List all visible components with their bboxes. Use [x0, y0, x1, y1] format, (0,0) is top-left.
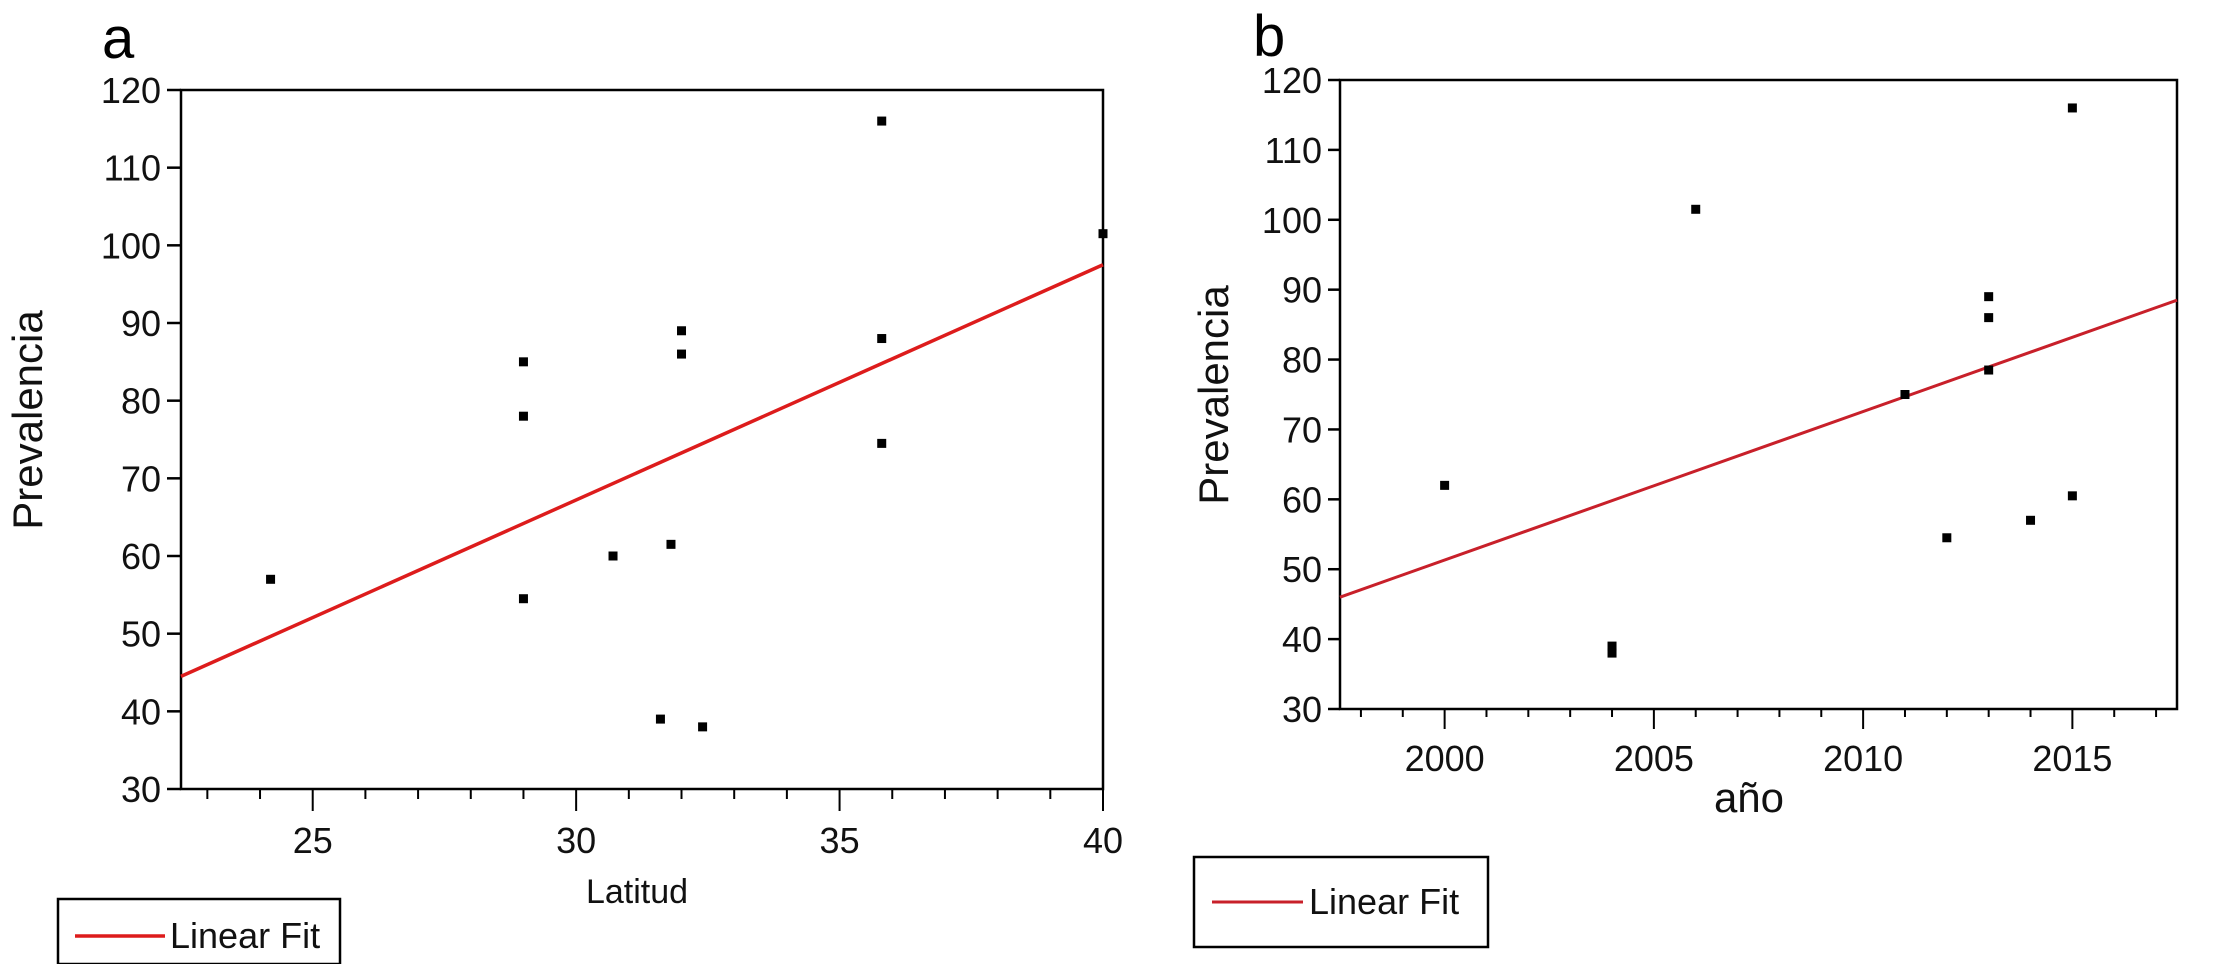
panel-a-data-point — [877, 334, 887, 344]
panel-b-legend-label: Linear Fit — [1309, 881, 1459, 922]
panel-a-ylabel: Prevalencia — [4, 310, 51, 530]
panel-a-xtick-label: 25 — [293, 820, 333, 861]
panel-b-frame — [1338, 78, 2179, 711]
panel-a-legend-label: Linear Fit — [170, 915, 320, 956]
panel-b-ytick-label: 70 — [1282, 409, 1322, 450]
panel-b: b 30 40 50 60 70 80 90 100 110 120 2000 2005 2010 20… — [1190, 4, 2179, 949]
panel-b-data-point — [2067, 103, 2077, 113]
panel-a-data-point — [518, 594, 528, 604]
panel-a-letter: a — [102, 6, 135, 71]
panel-b-data-point — [1900, 390, 1910, 399]
panel-a-ytick-label: 70 — [121, 458, 161, 499]
panel-b-data-point — [1440, 480, 1450, 490]
panel-a-data-point — [655, 714, 665, 724]
panel-b-data-point — [2067, 491, 2077, 501]
panel-b-letter: b — [1253, 4, 1285, 69]
panel-b-ytick-label: 60 — [1282, 479, 1322, 520]
panel-a: a 30 40 50 60 70 80 90 100 110 120 25 30 35 40 Preva… — [4, 6, 1123, 964]
panel-a-ytick-label: 120 — [101, 70, 161, 111]
panel-a-frame — [179, 88, 1105, 791]
panel-a-data-point — [877, 438, 887, 448]
panel-b-data-point — [1607, 641, 1617, 651]
panel-a-ytick-label: 40 — [121, 691, 161, 732]
panel-a-ytick-label: 110 — [104, 148, 161, 189]
panel-a-xlabel: Latitud — [586, 873, 688, 911]
panel-b-ytick-label: 110 — [1265, 130, 1322, 171]
panel-a-ytick-label: 60 — [121, 536, 161, 577]
panel-a-ytick-label: 100 — [101, 225, 161, 266]
panel-a-fit-line — [180, 263, 1104, 678]
panel-a-legend: Linear Fit — [56, 897, 342, 964]
panel-b-data-point — [1942, 533, 1952, 543]
panel-b-data-point — [1984, 365, 1994, 375]
panel-b-ytick-label: 90 — [1282, 270, 1322, 311]
panel-a-data-point — [1098, 229, 1108, 239]
panel-b-ytick-label: 30 — [1282, 689, 1322, 730]
panel-b-ylabel: Prevalencia — [1190, 285, 1237, 505]
panel-a-data-point — [666, 539, 676, 549]
panel-a-xtick-label: 30 — [556, 820, 596, 861]
panel-a-data-point — [608, 551, 618, 561]
panel-a-ytick-label: 90 — [121, 303, 161, 344]
panel-b-xtick-label: 2005 — [1614, 738, 1694, 779]
panel-b-xtick-label: 2015 — [2032, 738, 2112, 779]
panel-a-legend-box — [56, 897, 342, 964]
panel-b-data-point — [2026, 515, 2036, 525]
panel-b-xlabel: año — [1714, 774, 1784, 821]
panel-b-ytick-label: 40 — [1282, 619, 1322, 660]
panel-a-ytick-label: 30 — [121, 769, 161, 810]
panel-a-xtick-label: 40 — [1083, 820, 1123, 861]
panel-b-ytick-label: 100 — [1262, 200, 1322, 241]
panel-a-ytick-label: 80 — [121, 381, 161, 422]
panel-a-data-point — [518, 357, 528, 367]
panel-b-ytick-label: 120 — [1262, 60, 1322, 101]
panel-b-data-point — [1984, 313, 1994, 323]
panel-a-data-point — [877, 116, 887, 126]
panel-b-data-point — [1691, 204, 1701, 214]
panel-a-xtick-label: 35 — [820, 820, 860, 861]
panel-b-xtick-label: 2010 — [1823, 738, 1903, 779]
panel-b-legend: Linear Fit — [1192, 855, 1490, 949]
panel-a-data-point — [266, 574, 276, 584]
panel-b-ytick-label: 80 — [1282, 340, 1322, 381]
panel-a-data-point — [698, 722, 708, 732]
panel-a-ytick-label: 50 — [121, 614, 161, 655]
panel-a-data-point — [677, 349, 687, 359]
panel-a-data-point — [677, 326, 687, 336]
panel-b-data-point — [1607, 648, 1617, 658]
panel-b-data-point — [1984, 292, 1994, 302]
panel-a-data-point — [518, 411, 528, 421]
panel-b-fit-line — [1339, 298, 2178, 599]
panel-b-ytick-label: 50 — [1282, 549, 1322, 590]
panel-b-xtick-label: 2000 — [1405, 738, 1485, 779]
